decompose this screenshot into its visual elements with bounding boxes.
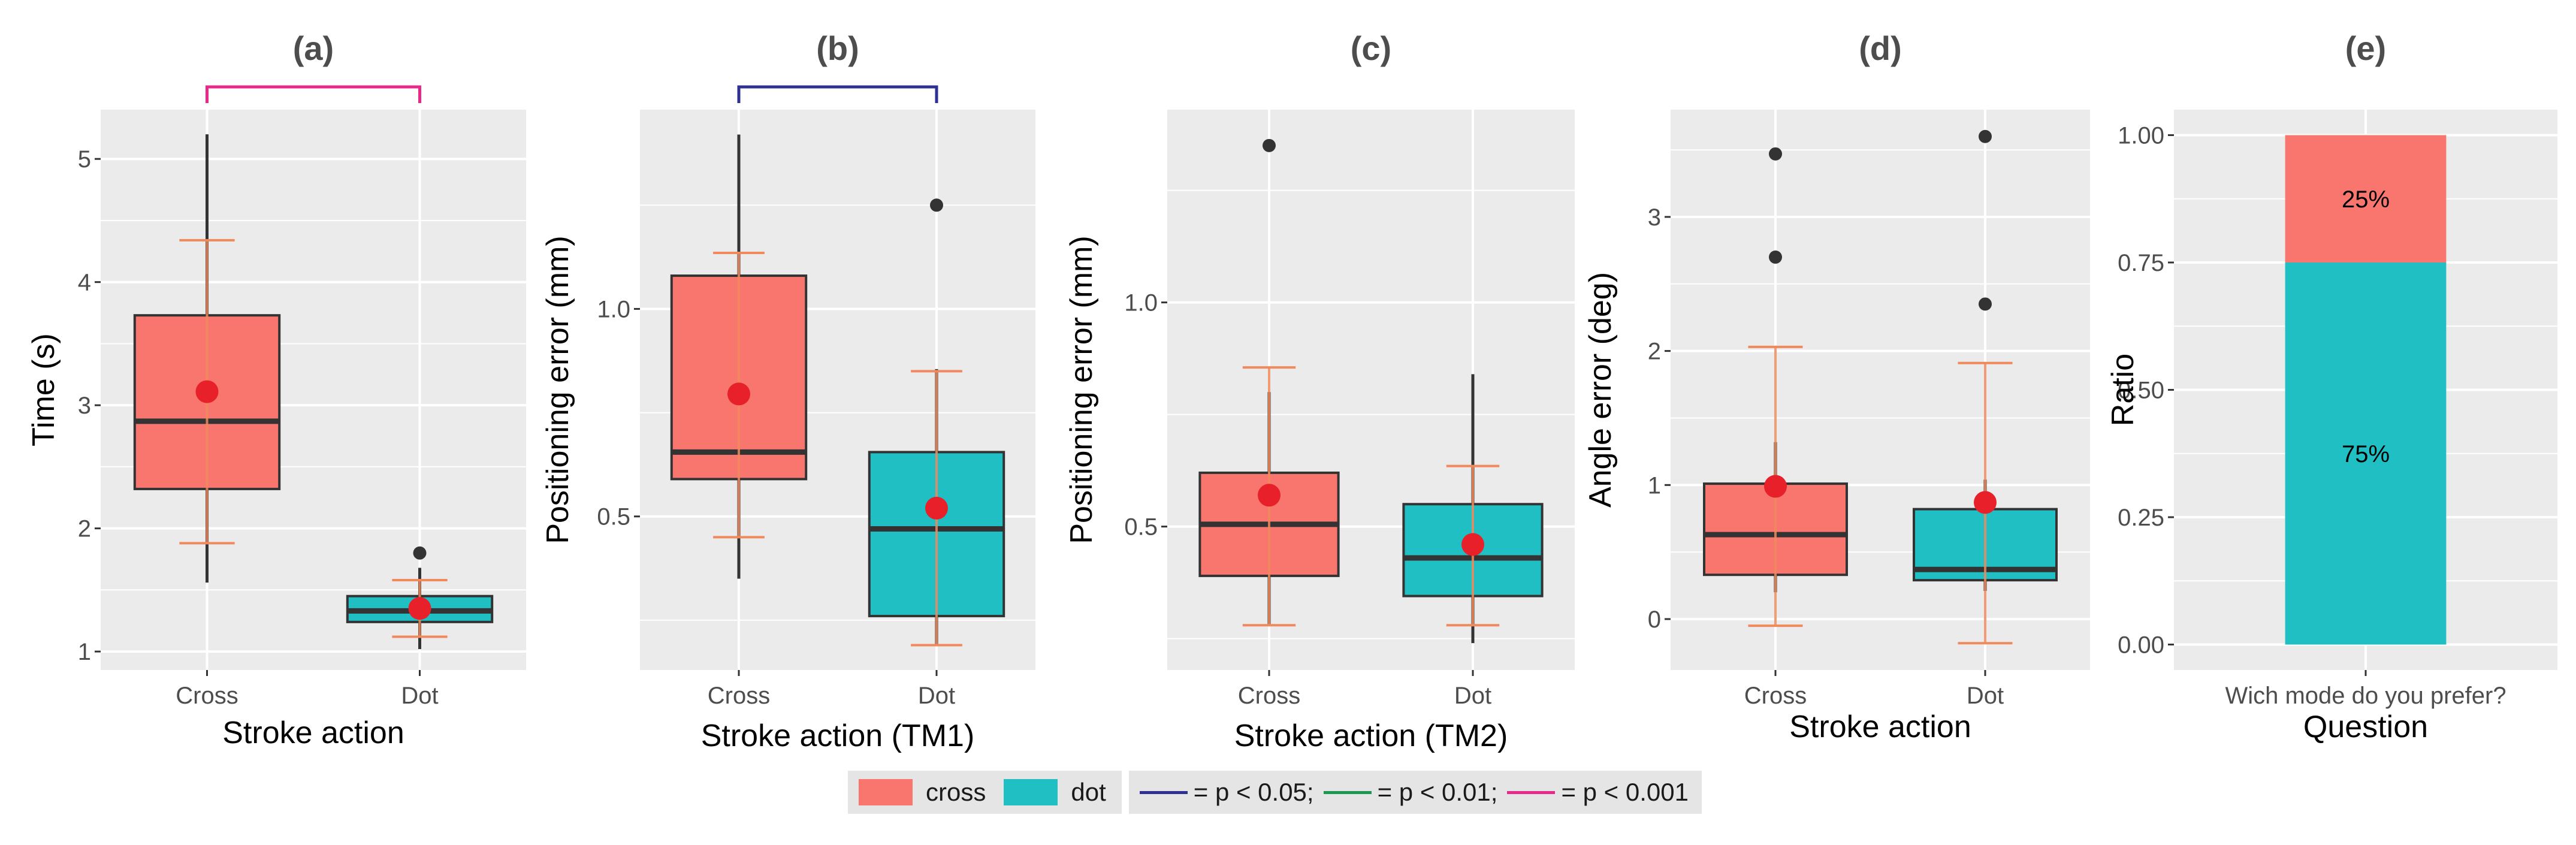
legend-cross-label: cross — [926, 778, 986, 806]
x-tick-label: Cross — [1238, 683, 1300, 709]
x-tick-label: Dot — [1454, 683, 1491, 709]
significance-bracket — [737, 85, 938, 103]
panel-d: 0 1 2 3 Cross Dot (d) Stroke action Angle error … — [1583, 29, 2090, 744]
panel-title: (e) — [2345, 29, 2386, 67]
y-axis-label: Time (s) — [26, 333, 61, 446]
y-tick-label: 0.5 — [1124, 514, 1158, 541]
outlier-point — [1769, 147, 1782, 161]
box-cross — [1198, 138, 1340, 627]
legend-sig-0001-line — [1507, 790, 1556, 794]
y-tick-label: 0.00 — [2118, 632, 2164, 659]
y-tick-label: 1 — [78, 639, 91, 665]
box-dot — [346, 546, 494, 650]
mean-point — [195, 380, 219, 403]
y-tick-label: 5 — [78, 146, 91, 173]
y-tick-label: 2 — [78, 516, 91, 542]
mean-point — [1461, 533, 1484, 556]
legend-dot-swatch — [1004, 779, 1058, 805]
legend-sig-005-label: = p < 0.05; — [1193, 778, 1314, 806]
y-axis-label: Positioning error (mm) — [1064, 236, 1099, 544]
legend-dot-label: dot — [1071, 778, 1106, 806]
legend: cross dot = p < 0.05; = p < 0.01; = p < … — [848, 771, 1702, 814]
y-axis-label: Positioning error (mm) — [540, 236, 575, 544]
outlier-point — [1979, 129, 1992, 143]
x-tick-label: Dot — [918, 683, 955, 709]
mean-point — [727, 382, 750, 406]
legend-cross-swatch — [859, 779, 913, 805]
panel-b: 0.5 1.0 Cross Dot (b) Stroke action (TM1) Posi… — [540, 29, 1035, 753]
x-tick-label: Cross — [1744, 683, 1807, 709]
panel-e: 0.00 0.25 0.50 0.75 1.00 Wich mode do you pre… — [2106, 29, 2557, 744]
box-cross — [1703, 147, 1848, 627]
y-tick-label: 2 — [1648, 339, 1661, 365]
y-tick-label: 1.0 — [597, 296, 630, 322]
y-tick-label: 3 — [78, 393, 91, 419]
panel-a: 1 2 3 4 5 Cross Dot (a) Stroke action Time (s) — [26, 29, 526, 750]
panel-title: (b) — [816, 29, 859, 67]
panel-title: (c) — [1351, 29, 1391, 67]
y-tick-label: 1 — [1648, 472, 1661, 499]
bar-segment-cross — [2285, 135, 2447, 262]
legend-significance-box: = p < 0.05; = p < 0.01; = p < 0.001 — [1128, 771, 1702, 814]
y-tick-label: 0.75 — [2118, 250, 2164, 276]
legend-sig-0001-label: = p < 0.001 — [1561, 778, 1689, 806]
y-tick-label: 4 — [78, 270, 91, 296]
panel-background — [1671, 110, 2090, 670]
box-dot — [1402, 374, 1544, 644]
y-tick-label: 1.00 — [2118, 123, 2164, 149]
y-axis-label: Ratio — [2106, 354, 2140, 426]
legend-sig-005-line — [1139, 790, 1188, 794]
panel-c: 0.5 1.0 Cross Dot (c) Stroke action (TM2) Posi… — [1064, 29, 1575, 753]
legend-fill-box: cross dot — [848, 771, 1122, 814]
y-tick-label: 3 — [1648, 204, 1661, 231]
bar-segment-label: 75% — [2342, 441, 2390, 467]
box-dot — [1913, 129, 2058, 645]
outlier-point — [1263, 138, 1276, 152]
box-dot — [868, 198, 1005, 647]
x-axis-label: Stroke action (TM1) — [701, 719, 975, 753]
mean-point — [1258, 484, 1281, 507]
mean-point — [408, 597, 431, 620]
y-tick-label: 1.0 — [1124, 290, 1158, 316]
x-axis-label: Question — [2303, 710, 2428, 744]
y-tick-label: 0.5 — [597, 504, 630, 530]
box-cross — [133, 134, 281, 583]
bar-segment-label: 25% — [2342, 186, 2390, 213]
mean-point — [1974, 491, 1997, 514]
y-axis-label: Angle error (deg) — [1583, 272, 1618, 508]
x-axis-label: Stroke action — [222, 716, 404, 750]
outlier-point — [1979, 297, 1992, 311]
x-axis-label: Stroke action — [1789, 710, 1971, 744]
panel-title: (a) — [293, 29, 334, 67]
x-tick-label: Cross — [176, 683, 238, 709]
x-tick-label: Dot — [401, 683, 438, 709]
outlier-point — [930, 198, 943, 212]
x-axis-label: Stroke action (TM2) — [1234, 719, 1508, 753]
panel-title: (d) — [1859, 29, 1902, 67]
y-tick-label: 0 — [1648, 606, 1661, 633]
significance-bracket — [206, 85, 421, 103]
outlier-point — [413, 546, 427, 560]
bar-segment-dot — [2285, 262, 2447, 645]
outlier-point — [1769, 251, 1782, 264]
y-tick-label: 0.25 — [2118, 505, 2164, 531]
x-tick-label: Dot — [1967, 683, 2004, 709]
x-tick-label: Cross — [708, 683, 770, 709]
x-tick-label: Wich mode do you prefer? — [2225, 683, 2506, 709]
y-tick-label: 0.50 — [2118, 378, 2164, 404]
mean-point — [925, 496, 948, 520]
mean-point — [1764, 475, 1787, 498]
legend-sig-001-label: = p < 0.01; — [1377, 778, 1498, 806]
legend-sig-001-line — [1323, 790, 1372, 794]
box-cross — [670, 134, 808, 579]
